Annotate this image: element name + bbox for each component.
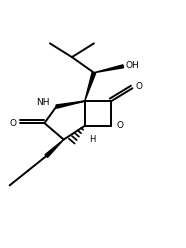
Polygon shape	[45, 140, 64, 157]
Text: O: O	[136, 82, 143, 91]
Text: O: O	[9, 119, 16, 127]
Text: H: H	[89, 135, 95, 144]
Text: NH: NH	[36, 98, 49, 107]
Polygon shape	[94, 65, 124, 73]
Text: O: O	[117, 121, 124, 130]
Text: OH: OH	[125, 61, 139, 70]
Polygon shape	[85, 72, 96, 101]
Polygon shape	[56, 101, 85, 108]
